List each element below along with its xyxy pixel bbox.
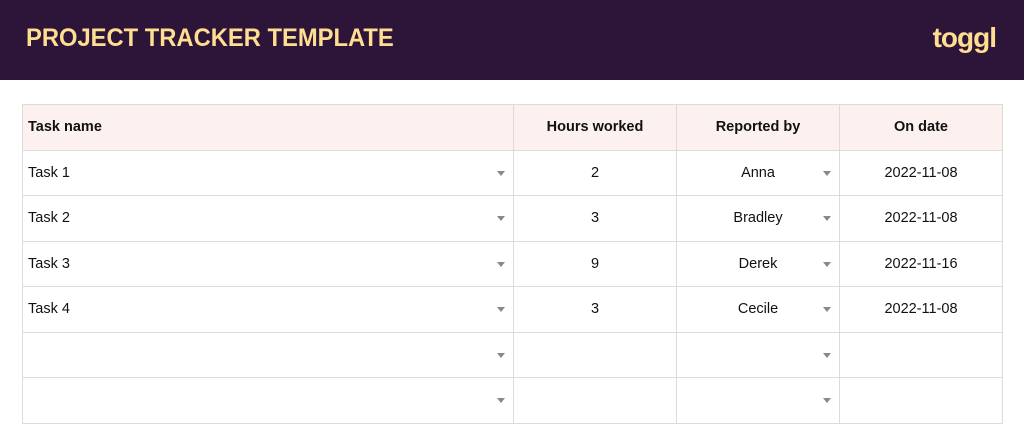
- table-row: Task 2 3 Bradley 2022-11-08: [22, 195, 1003, 242]
- header-banner: PROJECT TRACKER TEMPLATE toggl: [0, 0, 1024, 80]
- project-tracker-table: Task name Hours worked Reported by On da…: [22, 104, 1003, 424]
- on-date-value: 2022-11-08: [884, 164, 958, 181]
- column-header-reported-by: Reported by: [676, 104, 840, 151]
- page-title: PROJECT TRACKER TEMPLATE: [26, 24, 394, 52]
- dropdown-arrow-icon[interactable]: [497, 170, 505, 176]
- table-row: Task 4 3 Cecile 2022-11-08: [22, 286, 1003, 333]
- task-name-cell[interactable]: [22, 331, 514, 378]
- hours-worked-cell[interactable]: [513, 377, 677, 424]
- task-name-cell[interactable]: Task 4: [22, 286, 514, 333]
- reported-by-cell[interactable]: Cecile: [676, 286, 840, 333]
- reported-by-value: Cecile: [737, 301, 779, 318]
- on-date-value: 2022-11-08: [884, 210, 958, 227]
- dropdown-arrow-icon[interactable]: [823, 170, 831, 176]
- dropdown-arrow-icon[interactable]: [497, 398, 505, 404]
- task-name-value: Task 3: [28, 255, 70, 272]
- reported-by-value: Anna: [741, 164, 775, 181]
- dropdown-arrow-icon[interactable]: [497, 261, 505, 267]
- hours-worked-cell[interactable]: 3: [513, 286, 677, 333]
- reported-by-cell[interactable]: Derek: [676, 240, 840, 287]
- on-date-value: 2022-11-16: [884, 255, 958, 272]
- task-name-cell[interactable]: Task 3: [22, 240, 514, 287]
- on-date-cell[interactable]: [839, 377, 1003, 424]
- on-date-value: 2022-11-08: [884, 301, 958, 318]
- on-date-cell[interactable]: 2022-11-08: [839, 149, 1003, 196]
- header-row: Task name Hours worked Reported by On da…: [22, 104, 1003, 151]
- dropdown-arrow-icon[interactable]: [823, 398, 831, 404]
- dropdown-arrow-icon[interactable]: [823, 307, 831, 313]
- hours-worked-cell[interactable]: [513, 331, 677, 378]
- column-header-hours-worked: Hours worked: [513, 104, 677, 151]
- reported-by-cell[interactable]: Anna: [676, 149, 840, 196]
- reported-by-value: Derek: [738, 255, 778, 272]
- reported-by-value: Bradley: [733, 210, 783, 227]
- dropdown-arrow-icon[interactable]: [497, 352, 505, 358]
- reported-by-cell[interactable]: [676, 377, 840, 424]
- hours-worked-cell[interactable]: 9: [513, 240, 677, 287]
- hours-worked-value: 3: [590, 301, 600, 318]
- hours-worked-value: 2: [590, 164, 600, 181]
- hours-worked-cell[interactable]: 2: [513, 149, 677, 196]
- reported-by-cell[interactable]: [676, 331, 840, 378]
- toggl-logo: toggl: [932, 22, 997, 53]
- task-name-cell[interactable]: Task 1: [22, 149, 514, 196]
- table-row: Task 1 2 Anna 2022-11-08: [22, 149, 1003, 196]
- task-name-cell[interactable]: [22, 377, 514, 424]
- on-date-cell[interactable]: 2022-11-08: [839, 195, 1003, 242]
- dropdown-arrow-icon[interactable]: [497, 216, 505, 222]
- dropdown-arrow-icon[interactable]: [497, 307, 505, 313]
- task-name-value: Task 1: [28, 164, 70, 181]
- dropdown-arrow-icon[interactable]: [823, 216, 831, 222]
- column-header-task-name: Task name: [22, 104, 514, 151]
- table-row: [22, 331, 1003, 378]
- table-row: [22, 377, 1003, 424]
- task-name-value: Task 4: [28, 301, 70, 318]
- task-name-value: Task 2: [28, 210, 70, 227]
- on-date-cell[interactable]: 2022-11-16: [839, 240, 1003, 287]
- column-header-on-date: On date: [839, 104, 1003, 151]
- on-date-cell[interactable]: [839, 331, 1003, 378]
- hours-worked-value: 9: [590, 255, 600, 272]
- dropdown-arrow-icon[interactable]: [823, 261, 831, 267]
- on-date-cell[interactable]: 2022-11-08: [839, 286, 1003, 333]
- hours-worked-cell[interactable]: 3: [513, 195, 677, 242]
- dropdown-arrow-icon[interactable]: [823, 352, 831, 358]
- hours-worked-value: 3: [590, 210, 600, 227]
- reported-by-cell[interactable]: Bradley: [676, 195, 840, 242]
- task-name-cell[interactable]: Task 2: [22, 195, 514, 242]
- table-row: Task 3 9 Derek 2022-11-16: [22, 240, 1003, 287]
